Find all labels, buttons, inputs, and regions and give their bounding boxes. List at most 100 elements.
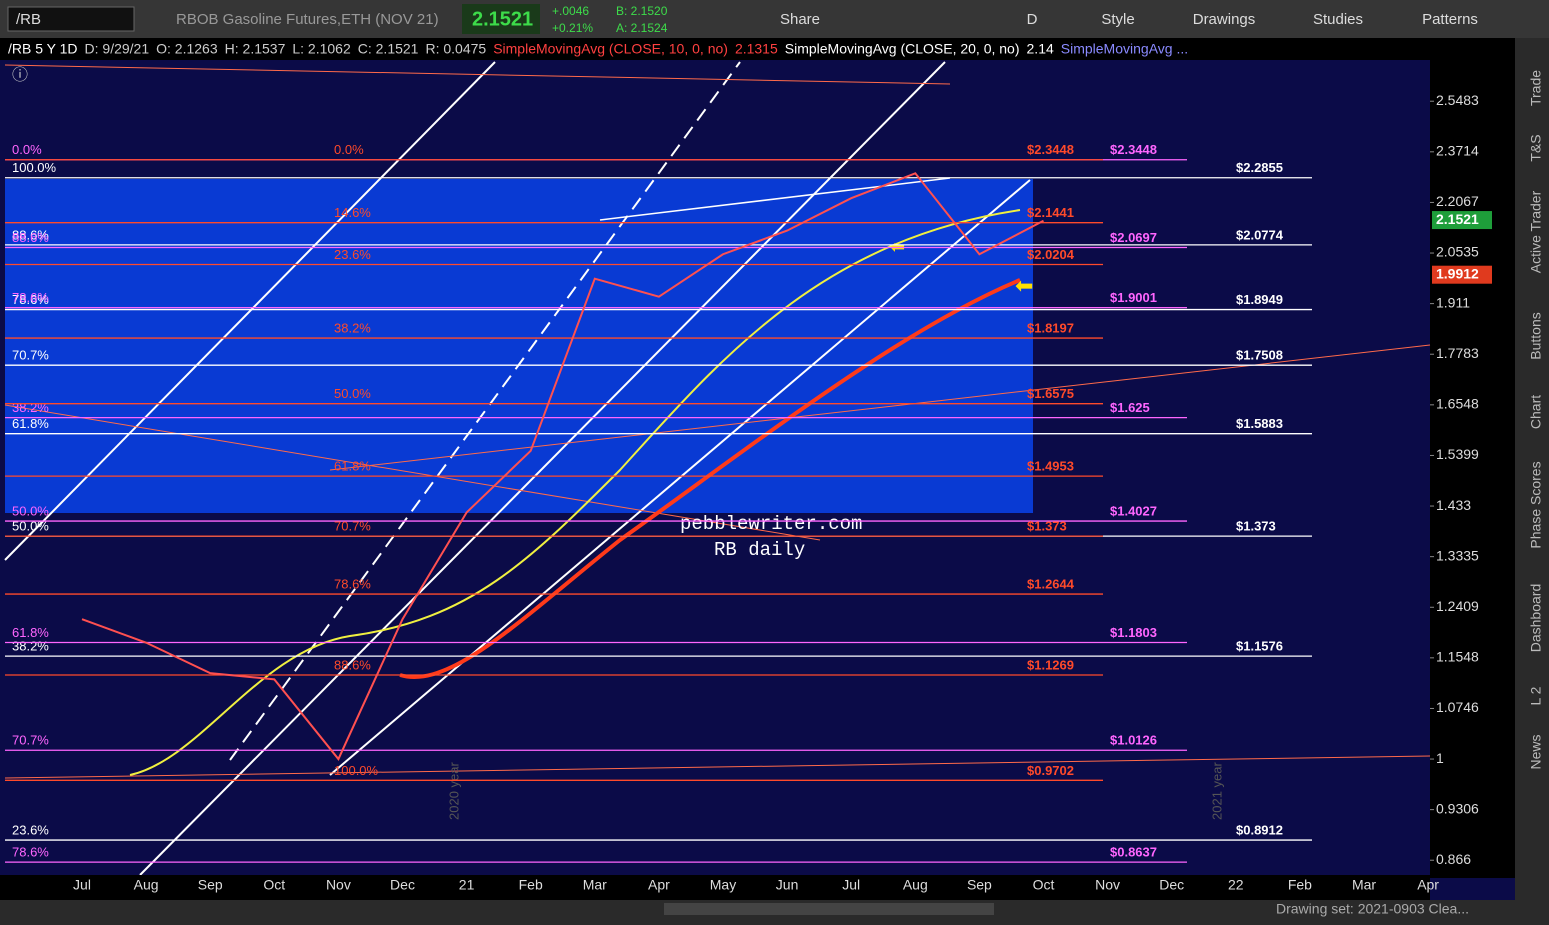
y-tick-label: 1.433 [1436,497,1471,513]
fib-price: $0.8912 [1236,822,1283,837]
price-line [81,172,1044,761]
fib-pct: 100.0% [12,160,57,175]
sma-long [399,278,1021,679]
symbol[interactable]: /RB [16,11,41,28]
y-tick-label: 1.1548 [1436,649,1479,665]
x-tick-label: Jul [73,877,91,893]
sma-mid [129,209,1021,776]
fib-price: $2.3448 [1110,142,1157,157]
fib-price: $1.6575 [1027,386,1074,401]
y-tick-label: 1.2409 [1436,598,1479,614]
fib-price: $1.625 [1110,400,1150,415]
fib-pct: 78.6% [334,577,371,592]
y-tick-label: 1.911 [1436,294,1470,310]
x-tick-label: Apr [648,877,670,893]
last-price: 2.1521 [472,8,533,30]
alert-icon[interactable]: ⓘ [12,66,28,84]
y-tick-label: 1.7783 [1436,345,1479,361]
side-tab[interactable]: L 2 [1528,686,1544,705]
x-tick-label: 22 [1228,877,1244,893]
fib-box [5,179,1033,513]
symbol-box[interactable] [7,6,135,32]
side-tab[interactable]: Phase Scores [1528,461,1544,548]
fib-price: $1.8197 [1027,320,1074,335]
fib-pct: 61.8% [12,625,49,640]
description: RBOB Gasoline Futures,ETH (NOV 21) [176,11,439,28]
toolbar [0,0,1549,38]
y-tick-label: 1 [1436,750,1444,766]
info-bar [0,38,1430,60]
fib-price: $1.373 [1236,519,1276,534]
fib-price: $1.2644 [1027,577,1075,592]
fib-price: $1.5883 [1236,416,1283,431]
fib-pct: 23.6% [334,247,371,262]
info-sma1: SimpleMovingAvg (CLOSE, 10, 0, no) [493,41,728,57]
toolbar-button[interactable]: Studies [1313,11,1363,28]
side-tab[interactable]: Active Trader [1528,190,1544,273]
side-tab[interactable]: Buttons [1528,312,1544,359]
x-tick-label: Apr [1417,877,1439,893]
side-tab[interactable]: Trade [1528,70,1544,106]
y-tick-label: 1.3335 [1436,547,1479,563]
toolbar-button[interactable]: Drawings [1193,11,1256,28]
info-sma2-value: 2.14 [1027,41,1054,57]
fib-pct: 38.2% [334,320,371,335]
x-tick-label: Dec [1159,877,1184,893]
fib-pct: 50.0% [12,519,49,534]
x-tick-label: Feb [519,877,543,893]
side-panel [1515,38,1549,925]
fib-pct: 61.8% [12,416,49,431]
fib-pct: 70.7% [12,733,49,748]
side-tab[interactable]: Dashboard [1528,584,1544,653]
side-tab[interactable]: Chart [1528,395,1544,429]
year-marker: 2020 year [446,762,461,820]
fib-price: $1.373 [1027,519,1067,534]
ask: A: 2.1524 [616,21,668,35]
fib-pct: 88.6% [12,230,49,245]
x-tick-label: Aug [903,877,928,893]
price-tag [1432,265,1492,284]
price-tag-label: 2.1521 [1436,211,1479,227]
toolbar-button[interactable]: Share [780,11,820,28]
fib-price: $2.3448 [1027,142,1074,157]
info-close: C: 2.1521 [358,41,419,57]
bid: B: 2.1520 [616,4,668,18]
x-tick-label: 21 [459,877,475,893]
toolbar-button[interactable]: Patterns [1422,11,1478,28]
y-tick-label: 2.0535 [1436,244,1479,260]
fib-pct: 38.2% [12,639,49,654]
side-tab[interactable]: T&S [1528,134,1544,161]
change: +.0046 [552,4,589,18]
toolbar-button[interactable]: Style [1101,11,1134,28]
drawing-set[interactable]: Drawing set: 2021-0903 Clea... [1276,901,1469,917]
price-tag-label: 1.9912 [1436,265,1479,281]
fib-pct: 50.0% [334,386,371,401]
x-tick-label: Aug [134,877,159,893]
x-tick-label: Oct [263,877,285,893]
fib-price: $0.8637 [1110,845,1157,860]
y-tick-label: 1.0746 [1436,699,1479,715]
info-high: H: 2.1537 [225,41,286,57]
toolbar-button[interactable]: D [1027,11,1038,28]
year-marker: 2021 year [1209,762,1224,820]
x-tick-label: Jul [842,877,860,893]
info-low: L: 2.1062 [292,41,351,57]
fib-price: $2.0697 [1110,230,1157,245]
fib-price: $1.0126 [1110,733,1157,748]
info-chart: /RB 5 Y 1D [8,41,78,57]
x-tick-label: May [710,877,736,893]
side-tab[interactable]: News [1528,734,1544,769]
scrollbar[interactable] [664,903,994,915]
fib-price: $2.0774 [1236,227,1284,242]
y-tick-label: 0.866 [1436,851,1471,867]
fib-price: $2.1441 [1027,205,1074,220]
fib-price: $1.1803 [1110,625,1157,640]
fib-price: $0.9702 [1027,763,1074,778]
x-tick-label: Jun [776,877,799,893]
fib-pct: 70.7% [334,519,371,534]
y-tick-label: 2.2067 [1436,193,1479,209]
fib-pct: 78.6% [12,292,49,307]
x-tick-label: Nov [1095,877,1120,893]
